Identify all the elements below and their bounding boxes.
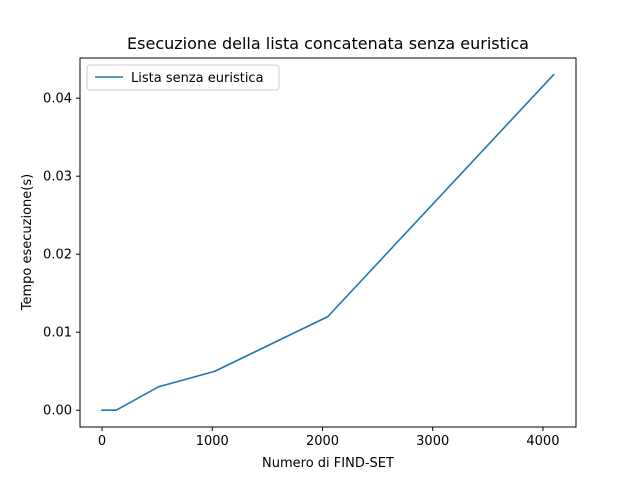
y-tick-label: 0.03 xyxy=(43,170,72,185)
y-axis-ticks: 0.00 0.01 0.02 0.03 0.04 xyxy=(43,92,80,419)
axes-frame xyxy=(79,57,577,428)
y-tick-label: 0.02 xyxy=(43,248,72,263)
data-point xyxy=(157,386,160,388)
data-point xyxy=(214,370,216,373)
y-tick-label: 0.00 xyxy=(43,404,72,419)
x-axis-label: Numero di FIND-SET xyxy=(262,456,394,471)
data-point xyxy=(552,73,555,76)
y-axis-label: Tempo esecuzione(s) xyxy=(20,174,35,311)
x-tick-label: 0 xyxy=(98,434,106,449)
legend: Lista senza euristica xyxy=(86,64,280,91)
data-point xyxy=(115,409,117,412)
legend-label: Lista senza euristica xyxy=(131,71,264,86)
series-line-0 xyxy=(101,73,555,412)
x-tick-label: 1000 xyxy=(196,434,229,449)
y-tick-label: 0.01 xyxy=(43,326,72,341)
data-point xyxy=(326,315,329,318)
x-tick-label: 2000 xyxy=(306,434,339,449)
x-tick-label: 4000 xyxy=(526,434,559,449)
data-point xyxy=(101,409,103,412)
x-tick-label: 3000 xyxy=(416,434,449,449)
series-layer xyxy=(101,73,555,412)
legend-box xyxy=(86,64,280,91)
y-tick-label: 0.04 xyxy=(43,92,72,107)
chart-title: Esecuzione della lista concatenata senza… xyxy=(127,34,529,53)
x-axis-ticks: 0 1000 2000 3000 4000 xyxy=(98,427,559,449)
plot-area xyxy=(79,57,577,428)
